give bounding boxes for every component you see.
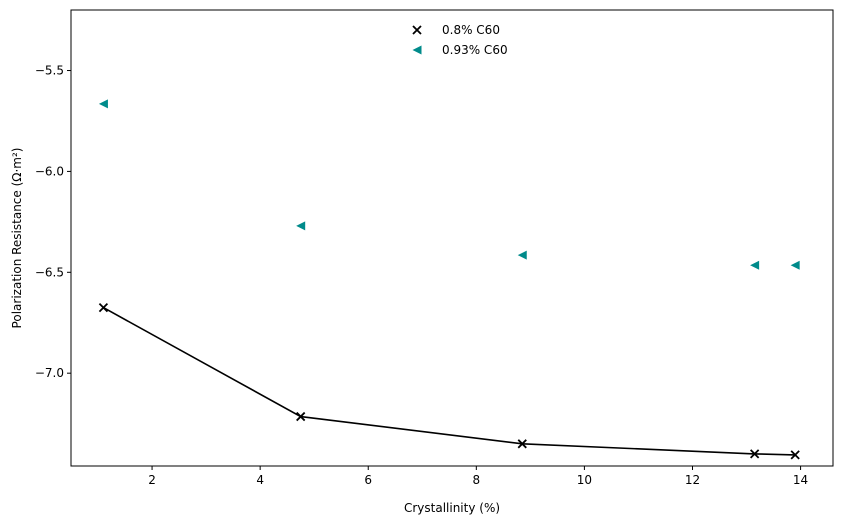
plot-frame — [70, 9, 834, 467]
legend-marker-shape-0 — [412, 25, 422, 35]
data-point-1-2 — [517, 250, 527, 260]
series-0 — [98, 302, 800, 460]
data-point-0-0 — [98, 302, 109, 313]
legend-marker-0 — [412, 25, 422, 35]
legend-marker-shape-1 — [412, 45, 422, 55]
x-tick-label: 2 — [148, 473, 156, 487]
data-point-0-2 — [517, 439, 527, 449]
data-point-0-1 — [296, 411, 306, 422]
legend-label-1: 0.93% C60 — [442, 43, 508, 57]
legend-marker-1 — [412, 45, 422, 55]
x-tick-label: 6 — [364, 473, 372, 487]
data-point-0-4 — [790, 450, 800, 460]
legend: 0.8% C60 0.93% C60 — [412, 23, 508, 57]
data-point-1-4 — [790, 260, 800, 270]
legend-item-0: 0.8% C60 — [412, 23, 500, 37]
data-point-1-0 — [98, 99, 108, 109]
y-tick-label: −7.0 — [35, 366, 64, 380]
y-tick-label: −6.5 — [35, 265, 64, 279]
legend-item-1: 0.93% C60 — [412, 43, 508, 57]
y-tick-label: −6.0 — [35, 164, 64, 178]
data-point-1-3 — [750, 260, 760, 270]
x-tick-label: 8 — [472, 473, 480, 487]
series-1 — [98, 99, 800, 270]
x-tick-label: 14 — [793, 473, 808, 487]
x-axis: 2 4 6 8 10 12 14 — [148, 466, 808, 487]
x-tick-label: 10 — [577, 473, 592, 487]
plot-area — [71, 10, 833, 466]
y-tick-label: −5.5 — [35, 64, 64, 78]
data-point-1-1 — [296, 221, 306, 231]
x-axis-label: Crystallinity (%) — [404, 501, 500, 515]
legend-label-0: 0.8% C60 — [442, 23, 500, 37]
y-axis-label: Polarization Resistance (Ω·m²) — [10, 148, 24, 329]
x-tick-label: 4 — [256, 473, 264, 487]
y-axis: −7.0 −6.5 −6.0 −5.5 — [35, 64, 71, 380]
series-layer — [98, 99, 800, 460]
data-point-0-3 — [750, 449, 760, 459]
x-tick-label: 12 — [685, 473, 700, 487]
